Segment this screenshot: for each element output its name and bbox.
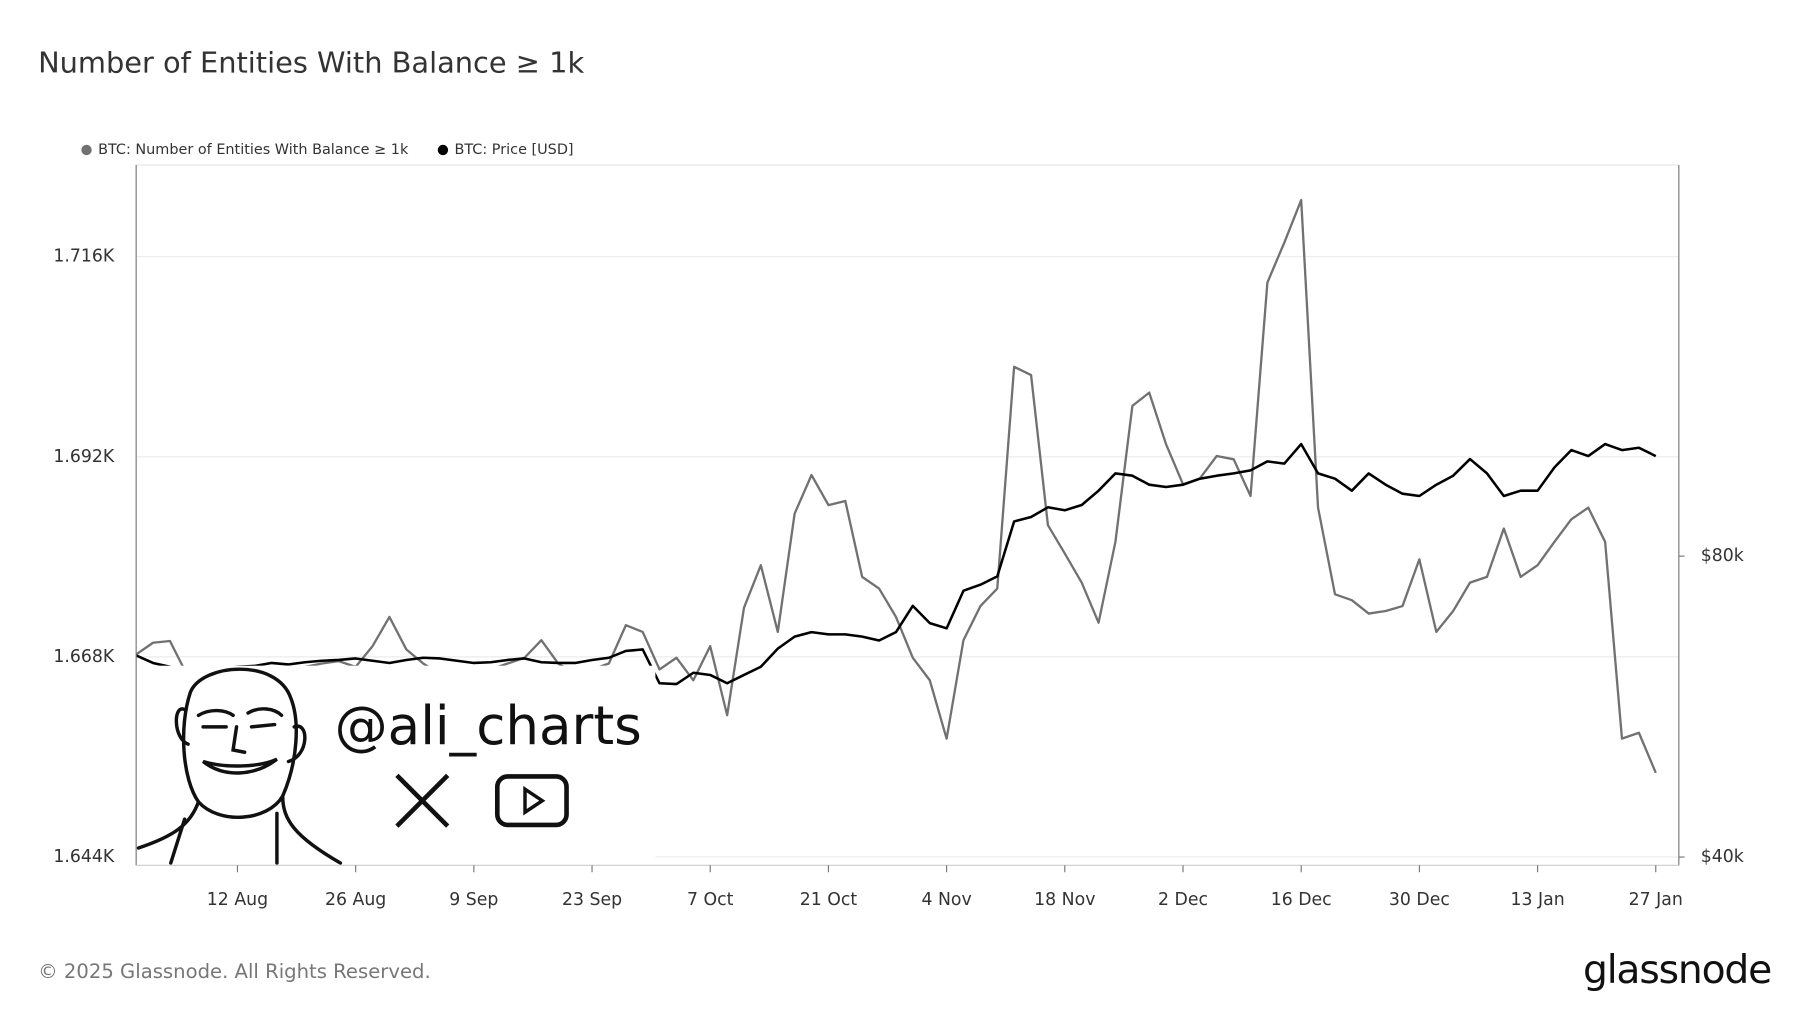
watermark-handle: @ali_charts xyxy=(335,695,642,757)
youtube-icon xyxy=(495,774,569,828)
x-tick-label: 23 Sep xyxy=(562,890,622,910)
x-tick-label: 2 Dec xyxy=(1158,890,1208,910)
brand-logo: glassnode xyxy=(1583,948,1771,993)
y-tick-label: 1.644K xyxy=(53,847,115,867)
plot-frame xyxy=(135,164,1680,866)
x-tick-label: 12 Aug xyxy=(207,890,268,910)
legend-marker xyxy=(81,144,92,156)
x-tick-label: 13 Jan xyxy=(1510,890,1564,910)
series-line xyxy=(135,198,1657,774)
series-line xyxy=(135,442,1657,686)
watermark: @ali_charts xyxy=(136,665,656,866)
x-tick-label: 26 Aug xyxy=(325,890,386,910)
youtube-play xyxy=(523,785,546,816)
copyright: © 2025 Glassnode. All Rights Reserved. xyxy=(38,960,431,983)
x-tick-label: 16 Dec xyxy=(1271,890,1332,910)
x-tick-label: 7 Oct xyxy=(687,890,734,910)
chart-title: Number of Entities With Balance ≥ 1k xyxy=(38,46,584,80)
x-tick-label: 18 Nov xyxy=(1034,890,1095,910)
x-tick-label: 21 Oct xyxy=(800,890,858,910)
legend-label: BTC: Price [USD] xyxy=(454,142,573,158)
y-tick-label: 1.668K xyxy=(53,647,115,667)
x-tick-label: 30 Dec xyxy=(1389,890,1450,910)
axes: 1.644K 1.668K 1.692K 1.716K $40k $80k 12 Aug 26… xyxy=(53,247,1743,910)
lines xyxy=(135,198,1657,774)
x-tick-label: 4 Nov xyxy=(921,890,971,910)
y2-tick-label: $40k xyxy=(1701,847,1744,867)
y2-tick-label: $80k xyxy=(1701,546,1744,566)
legend: BTC: Number of Entities With Balance ≥ 1… xyxy=(81,142,574,158)
avatar xyxy=(136,667,343,865)
legend-label: BTC: Number of Entities With Balance ≥ 1… xyxy=(98,142,409,158)
legend-marker xyxy=(437,144,449,156)
x-tick-label: 27 Jan xyxy=(1629,890,1683,910)
y-tick-label: 1.692K xyxy=(53,447,115,467)
x-tick-label: 9 Sep xyxy=(449,890,498,910)
x-icon xyxy=(395,773,450,828)
y-tick-label: 1.716K xyxy=(53,247,115,267)
